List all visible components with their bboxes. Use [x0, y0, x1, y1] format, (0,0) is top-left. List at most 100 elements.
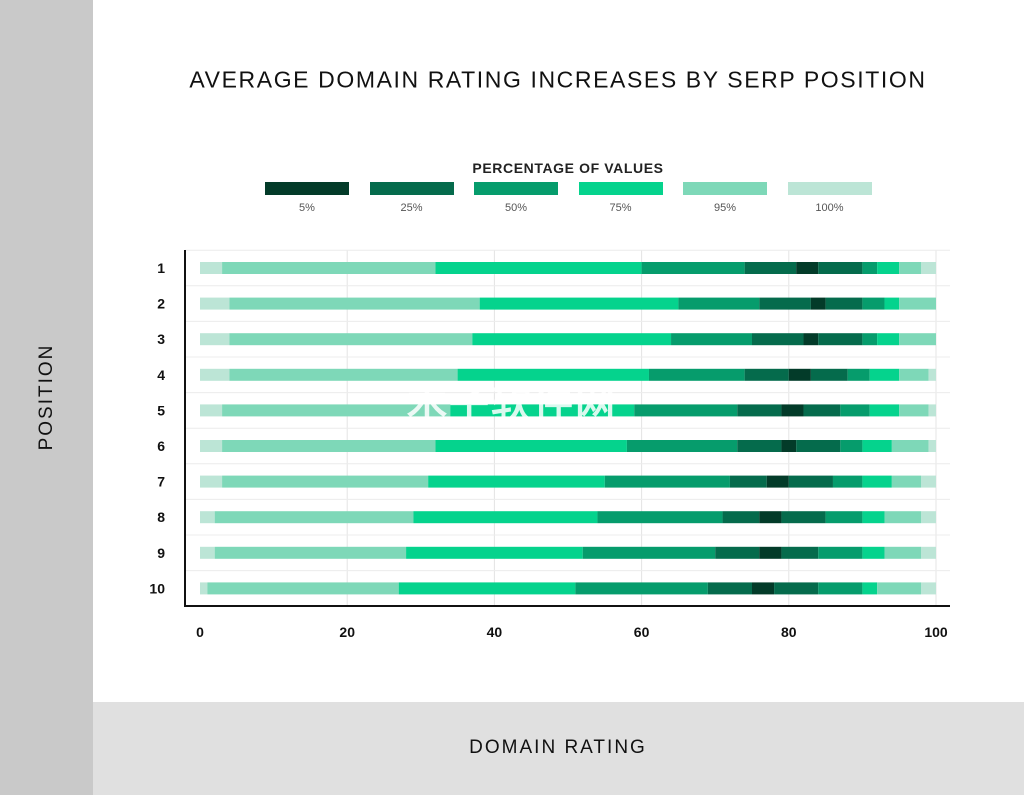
bar-segment-95pct — [884, 546, 922, 559]
bar-segment-50pct — [597, 511, 723, 524]
y-tick-label: 1 — [157, 260, 165, 276]
bar-segment-50pct — [832, 475, 863, 488]
bar-segment-50pct — [818, 582, 863, 595]
x-tick-label: 60 — [634, 624, 650, 640]
x-tick-label: 20 — [339, 624, 355, 640]
bar-segment-50pct — [862, 262, 878, 274]
bar-segment-95pct — [899, 333, 936, 346]
bar-segment-5pct — [759, 511, 782, 524]
bar-segment-25pct — [803, 404, 841, 417]
y-tick-label: 6 — [157, 438, 165, 454]
bar-segment-25pct — [781, 546, 819, 559]
bar-segment-25pct — [715, 546, 760, 559]
y-tick-label: 4 — [157, 367, 165, 383]
bar-segment-75pct — [435, 262, 642, 274]
bar-segment-50pct — [626, 440, 738, 452]
bar-segment-75pct — [877, 333, 900, 346]
bar-segment-100pct — [921, 546, 936, 559]
bar-segment-75pct — [884, 297, 900, 310]
bar-segment-75pct — [862, 475, 892, 488]
bar-segment-95pct — [229, 368, 458, 381]
y-tick-label: 9 — [157, 545, 165, 561]
legend-label: 100% — [815, 202, 844, 214]
bar-segment-75pct — [435, 440, 627, 452]
watermark-text: 木子软件网 — [407, 382, 617, 426]
bar-segment-50pct — [825, 511, 863, 524]
bar-segment-75pct — [862, 440, 892, 452]
bar-segment-50pct — [604, 475, 730, 488]
bar-segment-75pct — [457, 368, 649, 381]
legend-label: 50% — [504, 202, 528, 214]
bar-segment-100pct — [200, 511, 215, 524]
bar-segment-25pct — [729, 475, 767, 488]
x-tick-label: 0 — [196, 624, 204, 640]
bar-segment-25pct — [825, 297, 863, 310]
bar-segment-100pct — [200, 368, 230, 381]
x-tick-label: 40 — [487, 624, 503, 640]
bar-segment-25pct — [810, 368, 848, 381]
bar-segment-50pct — [818, 546, 863, 559]
y-tick-label: 10 — [149, 580, 165, 596]
bar-segment-75pct — [862, 582, 878, 595]
legend-swatch — [474, 182, 558, 195]
bar-segment-25pct — [781, 511, 826, 524]
bar-segment-75pct — [406, 546, 583, 559]
bar-segment-5pct — [796, 262, 819, 274]
bar-segment-50pct — [840, 404, 870, 417]
bar-segment-95pct — [214, 546, 407, 559]
bar-segment-25pct — [737, 404, 782, 417]
bar-segment-100pct — [200, 440, 223, 452]
bar-segment-75pct — [869, 404, 900, 417]
bar-segment-25pct — [818, 262, 863, 274]
legend-label: 95% — [713, 202, 737, 214]
bar-segment-75pct — [413, 511, 598, 524]
bar-segment-25pct — [744, 262, 797, 274]
bar-segment-25pct — [722, 511, 760, 524]
x-axis-footer: DOMAIN RATING — [93, 702, 1024, 795]
bar-segment-75pct — [450, 404, 635, 417]
bar-segment-50pct — [582, 546, 716, 559]
bar-segment-50pct — [840, 440, 863, 452]
bar-segment-25pct — [759, 297, 811, 310]
x-tick-label: 100 — [924, 624, 948, 640]
bar-segment-50pct — [862, 297, 885, 310]
bar-segment-95pct — [222, 440, 436, 452]
legend-swatch — [369, 182, 454, 195]
bar-segment-25pct — [796, 440, 841, 452]
bar-segment-25pct — [752, 333, 804, 346]
bar-segment-5pct — [810, 297, 826, 310]
legend-label: 75% — [609, 202, 632, 214]
x-axis-title: DOMAIN RATING — [469, 737, 647, 758]
bar-segment-95pct — [207, 582, 399, 595]
y-tick-label: 3 — [157, 331, 165, 347]
legend-title: PERCENTAGE OF VALUES — [472, 160, 664, 176]
bar-segment-50pct — [678, 297, 760, 310]
bar-segment-50pct — [634, 404, 738, 417]
bar-segment-100pct — [921, 475, 936, 488]
bar-segment-75pct — [877, 262, 900, 274]
legend-item-25pct: 25% — [369, 182, 454, 216]
chart-title: AVERAGE DOMAIN RATING INCREASES BY SERP … — [189, 66, 927, 93]
legend-item-100pct: 100% — [787, 182, 872, 216]
legend-swatch — [578, 182, 663, 195]
bar-segment-100pct — [200, 475, 223, 488]
bar-segment-95pct — [891, 475, 922, 488]
bar-segment-25pct — [737, 440, 782, 452]
bar-segment-50pct — [862, 333, 878, 346]
bar-segment-50pct — [648, 368, 745, 381]
bar-segment-95pct — [884, 511, 922, 524]
y-tick-label: 2 — [157, 296, 165, 312]
bar-segment-5pct — [803, 333, 819, 346]
bar-segment-50pct — [671, 333, 752, 346]
bar-segment-95pct — [899, 297, 936, 310]
y-axis-sidebar: POSITION — [0, 0, 93, 795]
bar-segment-5pct — [781, 440, 797, 452]
bar-segment-25pct — [818, 333, 863, 346]
bar-segment-95pct — [214, 511, 414, 524]
bar-segment-5pct — [788, 368, 811, 381]
bar-segment-95pct — [877, 582, 922, 595]
bar-segment-95pct — [899, 404, 929, 417]
y-tick-label: 8 — [157, 509, 165, 525]
bar-segment-95pct — [899, 368, 929, 381]
bar-segment-50pct — [847, 368, 870, 381]
